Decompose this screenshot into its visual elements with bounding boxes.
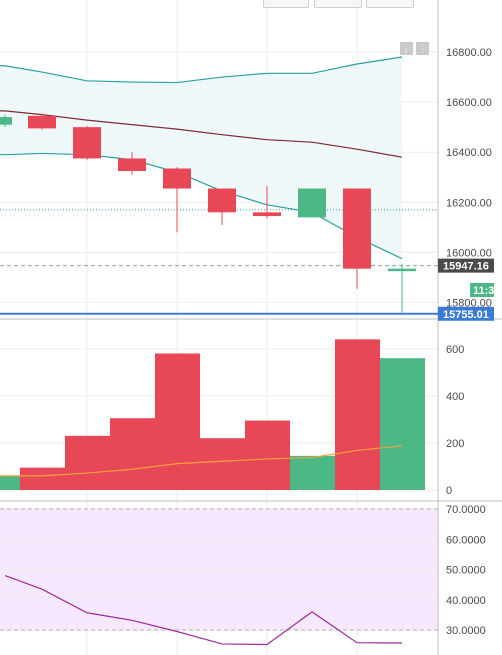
volume-bar (245, 420, 290, 490)
volume-bar (155, 353, 200, 490)
collapse-icon-glyph: ↓ (404, 44, 409, 54)
candle-body (253, 212, 281, 217)
axis-tick-label: 70.0000 (446, 504, 486, 516)
candle-body (298, 188, 326, 218)
last-price-tag-bg (438, 258, 494, 273)
candle-body (73, 127, 101, 159)
toolbar-button-3[interactable] (366, 0, 414, 8)
price-panel (0, 56, 438, 315)
volume-bar (380, 358, 425, 490)
countdown-tag-bg (470, 283, 494, 297)
volume-bar (65, 435, 110, 490)
candle-body (118, 158, 146, 171)
axis-tick-label: 40.0000 (446, 595, 486, 607)
volume-panel (0, 339, 425, 490)
axis-tick-label: 15800.00 (446, 298, 492, 310)
last-price-tag: 15947.16 (443, 261, 489, 273)
axis-tick-label: 400 (446, 391, 464, 403)
axis-tick-label: 16800.00 (446, 47, 492, 59)
price-axis: 16800.00 16600.00 16400.00 16200.00 16000.00… (446, 47, 492, 637)
oscillator-panel (0, 508, 438, 646)
moving-average-line (0, 110, 403, 158)
toolbar-button-1[interactable] (263, 0, 309, 8)
volume-bar (200, 438, 245, 490)
low-price-tag-bg (438, 306, 494, 321)
candle-body (343, 188, 371, 269)
price-tags: 15947.16 11:38 15755.01 (438, 258, 501, 321)
menu-icon[interactable] (416, 42, 429, 55)
low-price-tag: 15755.01 (443, 309, 489, 321)
volume-bar (0, 475, 20, 490)
toolbar-button-2[interactable] (314, 0, 362, 8)
axis-tick-label: 0 (446, 485, 452, 497)
bollinger-upper-line (0, 56, 403, 84)
volume-bar (20, 467, 65, 490)
candle-body (28, 115, 56, 129)
volume-bar (290, 455, 335, 490)
axis-tick-label: 16400.00 (446, 147, 492, 159)
candle-body (388, 268, 416, 272)
axis-tick-label: 16600.00 (446, 97, 492, 109)
axis-tick-label: 200 (446, 438, 464, 450)
axis-tick-label: 16000.00 (446, 247, 492, 259)
volume-bar (110, 418, 155, 490)
axis-tick-label: 30.0000 (446, 625, 486, 637)
candle-body (0, 117, 12, 125)
collapse-icon[interactable] (400, 42, 413, 55)
candle-body (208, 188, 236, 213)
oscillator-line (4, 574, 403, 646)
volume-bar (335, 339, 380, 490)
axis-tick-label: 600 (446, 344, 464, 356)
volume-ma-line (0, 445, 403, 477)
countdown-tag: 11:38 (473, 285, 501, 297)
candle-body (163, 168, 191, 189)
menu-icon-glyph: ⋮ (418, 44, 428, 55)
axis-tick-label: 60.0000 (446, 534, 486, 546)
axis-tick-label: 16200.00 (446, 197, 492, 209)
axis-tick-label: 50.0000 (446, 565, 486, 577)
